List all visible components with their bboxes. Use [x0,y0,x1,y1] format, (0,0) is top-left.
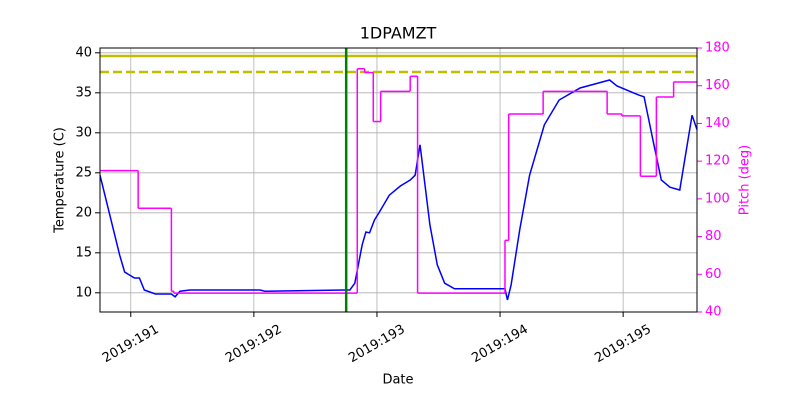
y2-tick-label: 40 [705,305,722,320]
y-tick-label: 40 [75,45,92,60]
y2-tick-label: 160 [705,78,730,93]
data-line [99,79,698,301]
y-axis-label: Temperature (C) [53,127,68,234]
plot-frame [99,47,698,313]
y-tick-label: 15 [75,245,92,260]
y-tick-label: 30 [75,125,92,140]
y2-tick-label: 140 [705,116,730,131]
y2-axis-label: Pitch (deg) [738,145,753,215]
y-tick-label: 10 [75,285,92,300]
y2-tick-label: 60 [705,267,722,282]
chart-title: 1DPAMZT [360,24,437,43]
y2-tick-label: 100 [705,191,730,206]
y2-tick-label: 180 [705,41,730,56]
y2-tick-label: 80 [705,229,722,244]
y-tick-label: 25 [75,165,92,180]
y-tick-label: 20 [75,205,92,220]
y2-tick-label: 120 [705,154,730,169]
x-axis-label: Date [382,373,413,388]
y-tick-label: 35 [75,85,92,100]
